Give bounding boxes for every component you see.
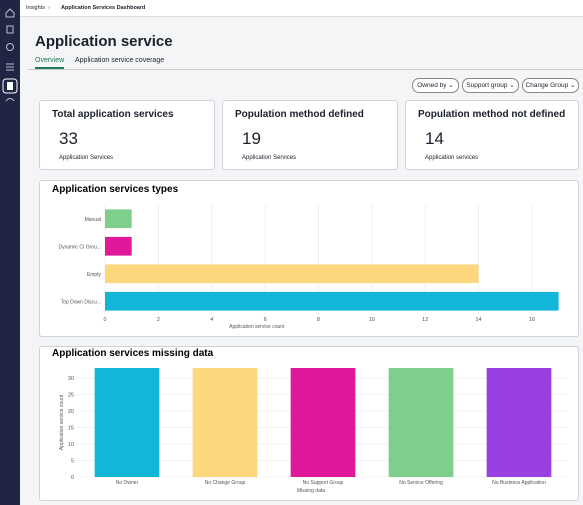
kpi-title: Population method defined	[235, 109, 364, 120]
filter-label: Support group	[466, 82, 508, 89]
x-tick-label: No Change Group	[205, 480, 246, 486]
x-tick-label: No Support Group	[303, 480, 344, 486]
y-tick-label: 20	[68, 409, 74, 415]
kpi-caption: Application Services	[242, 155, 297, 161]
x-axis-label: Application service count	[229, 324, 285, 330]
bar	[192, 368, 258, 477]
y-axis-label: Application service count	[59, 394, 65, 450]
tab[interactable]: Application service coverage	[75, 57, 165, 64]
separator: ›	[48, 5, 50, 11]
y-tick-label: Top Down Discu...	[61, 299, 101, 305]
x-tick-label: No Business Application	[492, 480, 546, 486]
bar	[290, 368, 356, 477]
y-tick-label: 15	[68, 425, 74, 431]
kpi-card: Total application services 33 Applicatio…	[39, 100, 215, 170]
chart-card	[39, 180, 579, 337]
bar	[105, 236, 132, 256]
chart-title: Application services missing data	[52, 348, 214, 359]
kpi-title: Total application services	[52, 109, 174, 120]
x-tick-label: 6	[264, 317, 267, 323]
y-tick-label: 30	[68, 376, 74, 382]
bar	[94, 368, 160, 477]
bar	[388, 368, 454, 477]
y-tick-label: 0	[71, 475, 74, 481]
kpi-caption: Application Services	[59, 155, 114, 161]
kpi-caption: Application services	[425, 155, 479, 161]
bar	[486, 368, 552, 477]
x-tick-label: 0	[103, 317, 106, 323]
kpi-card: Population method defined 19 Application…	[222, 100, 398, 170]
sidebar-icons	[2, 8, 18, 102]
y-tick-label: Dynamic CI Grou...	[58, 244, 101, 250]
x-tick-label: 8	[317, 317, 320, 323]
y-tick-label: 10	[68, 442, 74, 448]
x-tick-label: No Owner	[116, 480, 139, 486]
breadcrumb-root[interactable]: Insights	[26, 5, 45, 11]
chart-title: Application services types	[52, 184, 179, 195]
bar	[105, 209, 132, 229]
sidebar	[0, 0, 20, 505]
y-tick-label: 25	[68, 392, 74, 398]
breadcrumb-bar: Insights › Application Services Dashboar…	[20, 0, 583, 17]
x-tick-label: 14	[475, 317, 481, 323]
kpi-value: 19	[242, 129, 261, 148]
x-tick-label: 2	[157, 317, 160, 323]
filter[interactable]: Owned by ⌄	[412, 78, 459, 93]
filter[interactable]: Support group ⌄	[462, 78, 519, 93]
bar	[105, 291, 559, 311]
tab-divider	[28, 69, 583, 70]
filter[interactable]: Change Group ⌄	[522, 78, 579, 93]
kpi-value: 14	[425, 129, 444, 148]
breadcrumb-current: Application Services Dashboard	[61, 5, 146, 11]
kpi-title: Population method not defined	[418, 109, 566, 120]
x-tick-label: 16	[529, 317, 535, 323]
filter-label: Change Group	[525, 82, 569, 89]
page-title: Application service	[35, 33, 173, 50]
x-axis-label: Missing data	[297, 488, 325, 494]
x-tick-label: 12	[422, 317, 428, 323]
y-tick-label: Empty	[87, 272, 102, 278]
y-tick-label: 5	[71, 458, 74, 464]
bar	[105, 264, 479, 284]
kpi-card: Population method not defined 14 Applica…	[405, 100, 579, 170]
tab[interactable]: Overview	[35, 57, 65, 69]
x-tick-label: 4	[210, 317, 213, 323]
x-tick-label: 10	[369, 317, 375, 323]
kpi-value: 33	[59, 129, 78, 148]
y-tick-label: Manual	[85, 217, 101, 223]
x-tick-label: No Service Offering	[399, 480, 443, 486]
filter-label: Owned by	[417, 82, 447, 89]
